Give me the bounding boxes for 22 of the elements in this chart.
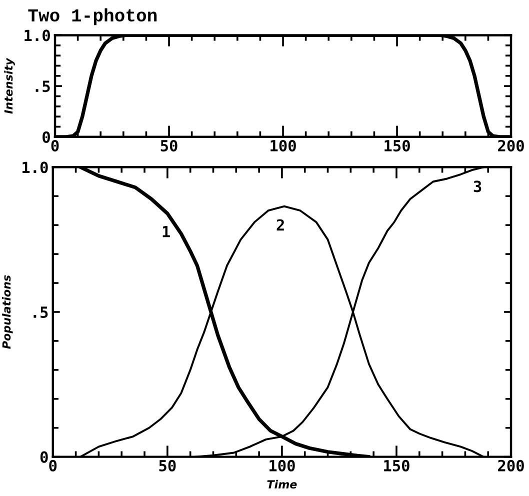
y-tick-label: .5 — [36, 80, 50, 92]
y-tick-label: 1.0 — [24, 30, 50, 42]
x-tick-label: 50 — [159, 460, 176, 472]
x-tick-label: 0 — [51, 140, 59, 152]
x-tick-label: 200 — [498, 140, 524, 152]
series-label: 2 — [276, 219, 284, 231]
x-tick-label: 100 — [270, 460, 295, 472]
series-label: 1 — [162, 226, 170, 238]
y-tick-label: 0 — [40, 451, 48, 463]
chart-title: Two 1-photon — [28, 8, 157, 26]
x-tick-label: 200 — [498, 460, 524, 472]
x-tick-label: 100 — [270, 140, 296, 152]
x-axis-title: Time — [267, 480, 297, 489]
y-tick-label: 1.0 — [22, 162, 48, 174]
y-tick-label: .5 — [34, 306, 48, 318]
x-tick-label: 150 — [384, 140, 410, 152]
y-axis-title: Intensity — [4, 58, 15, 114]
y-tick-label: 0 — [42, 131, 50, 143]
y-axis-title: Populations — [2, 275, 13, 349]
x-tick-label: 150 — [384, 460, 410, 472]
x-tick-label: 50 — [160, 140, 178, 152]
legend-label: 3 — [474, 180, 482, 192]
